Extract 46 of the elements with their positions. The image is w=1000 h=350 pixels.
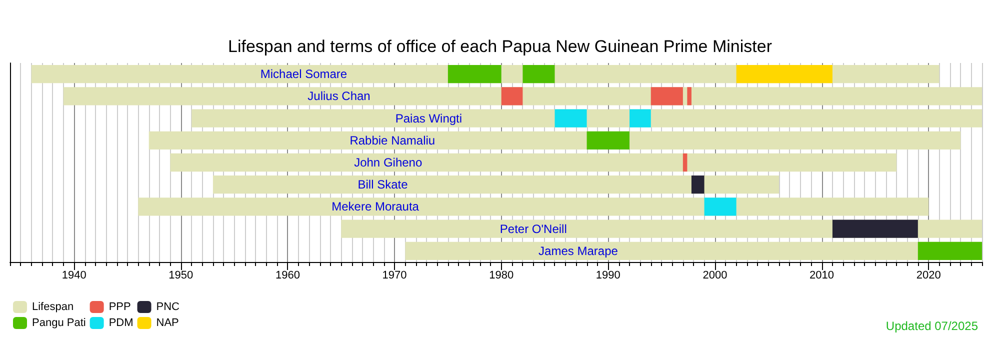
- bar: [192, 109, 982, 128]
- x-tick-label: 1990: [596, 270, 620, 282]
- x-tick-label: 1960: [275, 270, 300, 282]
- bar: [687, 87, 692, 106]
- bar: [736, 64, 832, 84]
- legend-label: PDM: [108, 317, 134, 329]
- legend-label: Pangu Pati: [32, 317, 86, 329]
- bar: [501, 87, 523, 106]
- y-tick-label: Rabbie Namaliu: [350, 133, 436, 148]
- chart-title: Lifespan and terms of office of each Papua New Guinean Prime Minister: [228, 37, 772, 56]
- x-tick-label: 1950: [168, 270, 194, 282]
- bar: [63, 87, 982, 106]
- y-tick-label: Peter O'Neill: [500, 222, 567, 236]
- bar: [691, 176, 704, 194]
- bar: [170, 153, 897, 172]
- x-tick-label: 1940: [62, 270, 86, 282]
- bar: [148, 131, 961, 150]
- bar: [918, 242, 982, 260]
- y-tick-label: Bill Skate: [358, 178, 408, 192]
- legend-label: PPP: [108, 301, 131, 313]
- y-tick-label: Paias Wingti: [395, 111, 462, 126]
- x-tick-label: 2020: [916, 270, 941, 282]
- legend-label: PNC: [156, 301, 180, 313]
- x-tick-label: 1970: [382, 270, 407, 282]
- bar: [554, 109, 587, 128]
- legend-label: Lifespan: [32, 301, 74, 313]
- x-tick-label: 1980: [489, 270, 514, 282]
- text: Updated 07/2025: [886, 319, 978, 333]
- legend-label: NAP: [156, 317, 179, 329]
- y-tick-label: Julius Chan: [308, 89, 370, 104]
- y-tick-label: James Marape: [538, 244, 618, 258]
- bar: [682, 153, 688, 172]
- y-tick-label: Michael Somare: [260, 67, 348, 82]
- bar: [448, 64, 502, 84]
- bar: [522, 64, 555, 84]
- bar: [630, 109, 651, 128]
- bar: [650, 87, 683, 106]
- bar: [138, 198, 929, 216]
- y-tick-label: John Giheno: [354, 156, 422, 170]
- y-tick-label: Mekere Morauta: [332, 200, 420, 214]
- bar: [212, 176, 780, 194]
- x-tick-label: 2010: [810, 270, 834, 282]
- x-tick-label: 2000: [702, 270, 728, 282]
- bar: [704, 198, 736, 216]
- bar: [832, 220, 918, 238]
- bar: [586, 131, 630, 150]
